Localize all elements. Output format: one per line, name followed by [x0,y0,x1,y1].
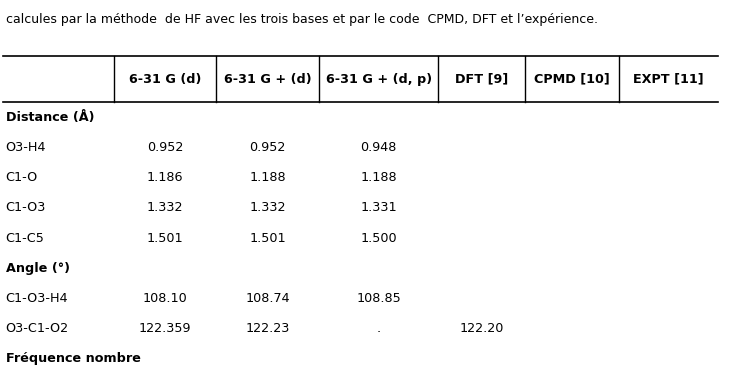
Text: .: . [376,322,381,335]
Text: 1.331: 1.331 [360,201,397,215]
Text: DFT [9]: DFT [9] [455,72,508,86]
Text: 122.20: 122.20 [459,322,504,335]
Text: 0.952: 0.952 [250,141,286,154]
Text: 6-31 G (d): 6-31 G (d) [129,72,202,86]
Text: 108.85: 108.85 [356,292,401,305]
Text: calcules par la méthode  de HF avec les trois bases et par le code  CPMD, DFT et: calcules par la méthode de HF avec les t… [7,14,598,26]
Text: 1.332: 1.332 [250,201,286,215]
Text: 1.501: 1.501 [147,231,183,245]
Text: Fréquence nombre: Fréquence nombre [6,353,141,365]
Text: 1.186: 1.186 [147,171,183,184]
Text: 1.332: 1.332 [147,201,183,215]
Text: Distance (Å): Distance (Å) [6,111,94,124]
Text: 6-31 G + (d): 6-31 G + (d) [224,72,311,86]
Text: 1.501: 1.501 [250,231,286,245]
Text: 1.500: 1.500 [360,231,397,245]
Text: 0.952: 0.952 [147,141,183,154]
Text: C1-O: C1-O [6,171,38,184]
Text: C1-O3: C1-O3 [6,201,46,215]
Text: 1.188: 1.188 [250,171,286,184]
Text: Angle (°): Angle (°) [6,262,70,275]
Text: 122.359: 122.359 [139,322,191,335]
Text: 122.23: 122.23 [245,322,290,335]
Text: 108.10: 108.10 [143,292,187,305]
Text: 0.948: 0.948 [361,141,397,154]
Text: EXPT [11]: EXPT [11] [633,72,704,86]
Text: CPMD [10]: CPMD [10] [534,72,610,86]
Text: 108.74: 108.74 [245,292,290,305]
Text: O3-H4: O3-H4 [6,141,46,154]
Text: 6-31 G + (d, p): 6-31 G + (d, p) [325,72,432,86]
Text: C1-O3-H4: C1-O3-H4 [6,292,68,305]
Text: C1-C5: C1-C5 [6,231,44,245]
Text: 1.188: 1.188 [360,171,397,184]
Text: O3-C1-O2: O3-C1-O2 [6,322,69,335]
